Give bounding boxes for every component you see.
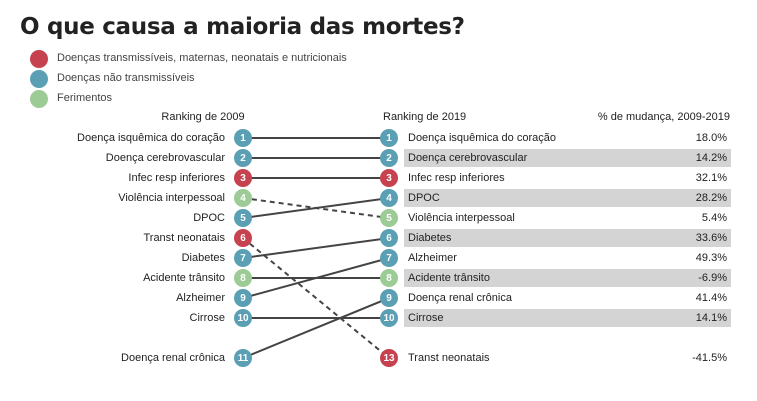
right-rank-6: 13 — [383, 353, 395, 364]
left-rank-10: 10 — [237, 313, 249, 324]
change-value-6: -41.5% — [692, 352, 727, 364]
right-node-8 — [380, 269, 398, 287]
row-stripe-10 — [404, 309, 731, 327]
left-node-8 — [234, 269, 252, 287]
right-label-4: Violência interpessoal — [408, 212, 515, 224]
right-node-5 — [380, 189, 398, 207]
change-value-7: 33.6% — [696, 232, 727, 244]
right-label-1: Doença isquêmica do coração — [408, 132, 556, 144]
left-label-9: Alzheimer — [176, 292, 225, 304]
left-node-2 — [234, 149, 252, 167]
change-value-10: 14.1% — [696, 312, 727, 324]
left-rank-7: 7 — [240, 253, 246, 264]
left-label-8: Acidente trânsito — [143, 272, 225, 284]
change-value-5: 28.2% — [696, 192, 727, 204]
left-label-6: Transt neonatais — [143, 232, 225, 244]
right-node-2 — [380, 149, 398, 167]
left-label-11: Doença renal crônica — [121, 352, 226, 364]
row-stripe-5 — [404, 189, 731, 207]
left-rank-1: 1 — [240, 133, 246, 144]
left-rank-5: 5 — [240, 213, 246, 224]
right-header: Ranking de 2019 — [383, 111, 466, 123]
right-node-3 — [380, 169, 398, 187]
left-rank-2: 2 — [240, 153, 246, 164]
right-rank-1: 1 — [386, 133, 392, 144]
legend-label-noncommunicable: Doenças não transmissíveis — [57, 72, 195, 84]
row-stripe-8 — [404, 269, 731, 287]
left-node-9 — [234, 289, 252, 307]
right-rank-5: 4 — [386, 193, 392, 204]
left-label-10: Cirrose — [190, 312, 225, 324]
left-rank-4: 4 — [240, 193, 246, 204]
legend-dot-communicable — [30, 50, 48, 68]
right-node-9 — [380, 249, 398, 267]
left-node-1 — [234, 129, 252, 147]
right-rank-2: 2 — [386, 153, 392, 164]
slope-line-7 — [242, 237, 390, 259]
left-node-7 — [234, 249, 252, 267]
change-value-9: 49.3% — [696, 252, 727, 264]
slope-line-6 — [242, 237, 390, 359]
right-label-3: Infec resp inferiores — [408, 172, 505, 184]
change-value-4: 5.4% — [702, 212, 727, 224]
left-label-4: Violência interpessoal — [118, 192, 225, 204]
left-label-1: Doença isquêmica do coração — [77, 132, 225, 144]
right-rank-3: 3 — [386, 173, 392, 184]
right-rank-10: 10 — [383, 313, 395, 324]
right-node-10 — [380, 309, 398, 327]
left-node-10 — [234, 309, 252, 327]
right-label-7: Diabetes — [408, 232, 452, 244]
row-stripe-2 — [404, 149, 731, 167]
left-label-3: Infec resp inferiores — [128, 172, 225, 184]
page-title: O que causa a maioria das mortes? — [20, 14, 465, 40]
right-node-6 — [380, 349, 398, 367]
left-rank-8: 8 — [240, 273, 246, 284]
left-rank-3: 3 — [240, 173, 246, 184]
right-label-6: Transt neonatais — [408, 352, 490, 364]
change-value-1: 18.0% — [696, 132, 727, 144]
change-value-8: -6.9% — [698, 272, 727, 284]
legend-dot-noncommunicable — [30, 70, 48, 88]
right-rank-7: 6 — [386, 233, 392, 244]
slope-line-11 — [242, 297, 390, 359]
legend-dot-injuries — [30, 90, 48, 108]
right-node-1 — [380, 129, 398, 147]
right-node-4 — [380, 209, 398, 227]
left-rank-11: 11 — [238, 353, 249, 364]
right-label-5: DPOC — [408, 192, 440, 204]
right-node-7 — [380, 229, 398, 247]
left-label-2: Doença cerebrovascular — [106, 152, 226, 164]
left-rank-9: 9 — [240, 293, 246, 304]
row-stripe-7 — [404, 229, 731, 247]
slope-line-5 — [242, 197, 390, 219]
right-label-9: Alzheimer — [408, 252, 457, 264]
left-rank-6: 6 — [240, 233, 246, 244]
left-node-3 — [234, 169, 252, 187]
right-rank-9: 7 — [386, 253, 392, 264]
left-node-6 — [234, 229, 252, 247]
right-label-10: Cirrose — [408, 312, 443, 324]
right-node-11 — [380, 289, 398, 307]
change-value-11: 41.4% — [696, 292, 727, 304]
left-label-7: Diabetes — [182, 252, 226, 264]
right-label-8: Acidente trânsito — [408, 272, 490, 284]
left-node-4 — [234, 189, 252, 207]
left-node-5 — [234, 209, 252, 227]
left-label-5: DPOC — [193, 212, 225, 224]
right-label-11: Doença renal crônica — [408, 292, 513, 304]
right-label-2: Doença cerebrovascular — [408, 152, 528, 164]
change-value-2: 14.2% — [696, 152, 727, 164]
slope-line-9 — [242, 257, 390, 299]
legend-label-communicable: Doenças transmissíveis, maternas, neonat… — [57, 52, 347, 64]
left-header: Ranking de 2009 — [161, 111, 244, 123]
change-value-3: 32.1% — [696, 172, 727, 184]
right-rank-4: 5 — [386, 213, 392, 224]
change-header: % de mudança, 2009-2019 — [598, 111, 730, 123]
right-rank-8: 8 — [386, 273, 392, 284]
left-node-11 — [234, 349, 252, 367]
legend-label-injuries: Ferimentos — [57, 92, 113, 104]
right-rank-11: 9 — [386, 293, 392, 304]
